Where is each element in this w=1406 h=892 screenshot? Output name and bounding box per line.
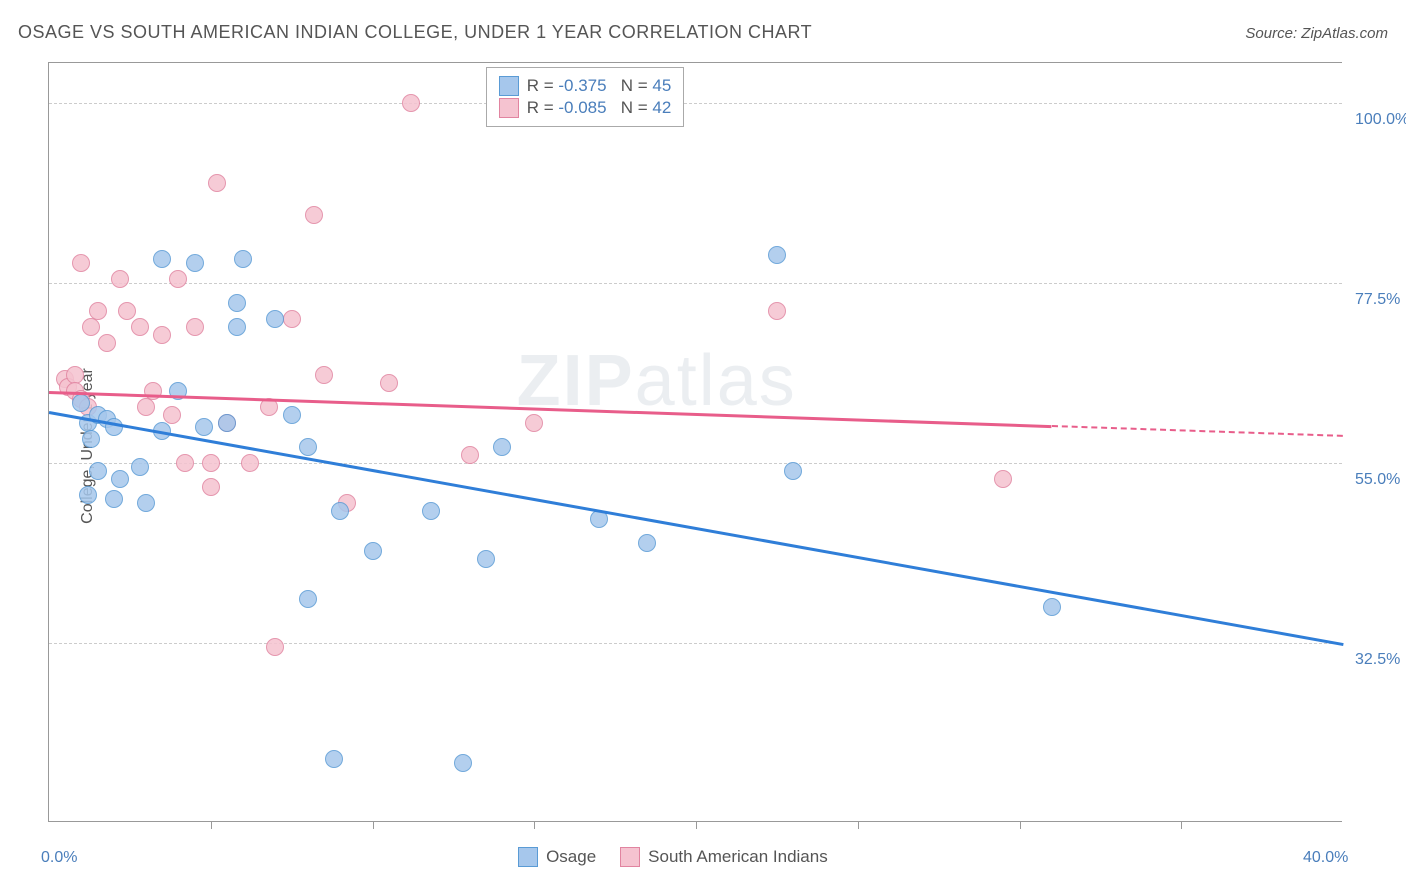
data-point xyxy=(131,458,149,476)
data-point xyxy=(299,438,317,456)
stats-legend: R = -0.375 N = 45R = -0.085 N = 42 xyxy=(486,67,685,127)
data-point xyxy=(186,254,204,272)
scatter-plot: ZIPatlas 32.5%55.0%77.5%100.0%0.0%40.0%R… xyxy=(48,62,1342,822)
data-point xyxy=(283,310,301,328)
x-tick xyxy=(1020,821,1021,829)
data-point xyxy=(208,174,226,192)
data-point xyxy=(638,534,656,552)
data-point xyxy=(299,590,317,608)
source-name: ZipAtlas.com xyxy=(1301,25,1388,42)
data-point xyxy=(202,454,220,472)
data-point xyxy=(131,318,149,336)
data-point xyxy=(202,478,220,496)
data-point xyxy=(218,414,236,432)
source-credit: Source: ZipAtlas.com xyxy=(1245,25,1388,43)
watermark-part2: atlas xyxy=(635,341,797,421)
x-tick xyxy=(534,821,535,829)
data-point xyxy=(266,310,284,328)
legend-row: R = -0.375 N = 45 xyxy=(499,76,672,96)
series-legend: Osage South American Indians xyxy=(518,847,828,867)
data-point xyxy=(228,318,246,336)
legend-label: South American Indians xyxy=(648,847,828,867)
data-point xyxy=(111,270,129,288)
data-point xyxy=(1043,598,1061,616)
data-point xyxy=(111,470,129,488)
data-point xyxy=(784,462,802,480)
data-point xyxy=(82,318,100,336)
x-tick xyxy=(858,821,859,829)
gridline xyxy=(49,103,1342,104)
legend-item: South American Indians xyxy=(620,847,828,867)
data-point xyxy=(137,398,155,416)
trend-line xyxy=(49,411,1344,646)
data-point xyxy=(176,454,194,472)
data-point xyxy=(137,494,155,512)
x-tick xyxy=(1181,821,1182,829)
x-tick xyxy=(373,821,374,829)
data-point xyxy=(234,250,252,268)
data-point xyxy=(422,502,440,520)
data-point xyxy=(79,486,97,504)
source-prefix: Source: xyxy=(1245,25,1301,42)
legend-item: Osage xyxy=(518,847,596,867)
data-point xyxy=(461,446,479,464)
data-point xyxy=(477,550,495,568)
data-point xyxy=(72,394,90,412)
x-tick xyxy=(211,821,212,829)
data-point xyxy=(994,470,1012,488)
data-point xyxy=(305,206,323,224)
data-point xyxy=(454,754,472,772)
data-point xyxy=(163,406,181,424)
x-tick xyxy=(696,821,697,829)
gridline xyxy=(49,643,1342,644)
y-tick-label: 32.5% xyxy=(1355,651,1400,669)
x-tick-label: 40.0% xyxy=(1303,849,1348,867)
y-tick-label: 77.5% xyxy=(1355,291,1400,309)
data-point xyxy=(228,294,246,312)
data-point xyxy=(82,430,100,448)
legend-label: Osage xyxy=(546,847,596,867)
data-point xyxy=(525,414,543,432)
data-point xyxy=(283,406,301,424)
data-point xyxy=(380,374,398,392)
data-point xyxy=(89,302,107,320)
data-point xyxy=(331,502,349,520)
data-point xyxy=(325,750,343,768)
data-point xyxy=(98,334,116,352)
data-point xyxy=(768,302,786,320)
y-tick-label: 55.0% xyxy=(1355,471,1400,489)
y-tick-label: 100.0% xyxy=(1355,111,1406,129)
data-point xyxy=(266,638,284,656)
data-point xyxy=(402,94,420,112)
data-point xyxy=(118,302,136,320)
data-point xyxy=(315,366,333,384)
trend-line-dashed xyxy=(1052,425,1343,437)
data-point xyxy=(72,254,90,272)
data-point xyxy=(153,326,171,344)
data-point xyxy=(169,270,187,288)
data-point xyxy=(153,250,171,268)
gridline xyxy=(49,283,1342,284)
legend-row: R = -0.085 N = 42 xyxy=(499,98,672,118)
legend-swatch xyxy=(620,847,640,867)
chart-title: OSAGE VS SOUTH AMERICAN INDIAN COLLEGE, … xyxy=(18,22,812,43)
data-point xyxy=(186,318,204,336)
legend-swatch xyxy=(499,76,519,96)
data-point xyxy=(105,490,123,508)
data-point xyxy=(364,542,382,560)
legend-swatch xyxy=(499,98,519,118)
data-point xyxy=(493,438,511,456)
data-point xyxy=(768,246,786,264)
data-point xyxy=(89,462,107,480)
data-point xyxy=(195,418,213,436)
data-point xyxy=(241,454,259,472)
x-tick-label: 0.0% xyxy=(41,849,77,867)
legend-swatch xyxy=(518,847,538,867)
